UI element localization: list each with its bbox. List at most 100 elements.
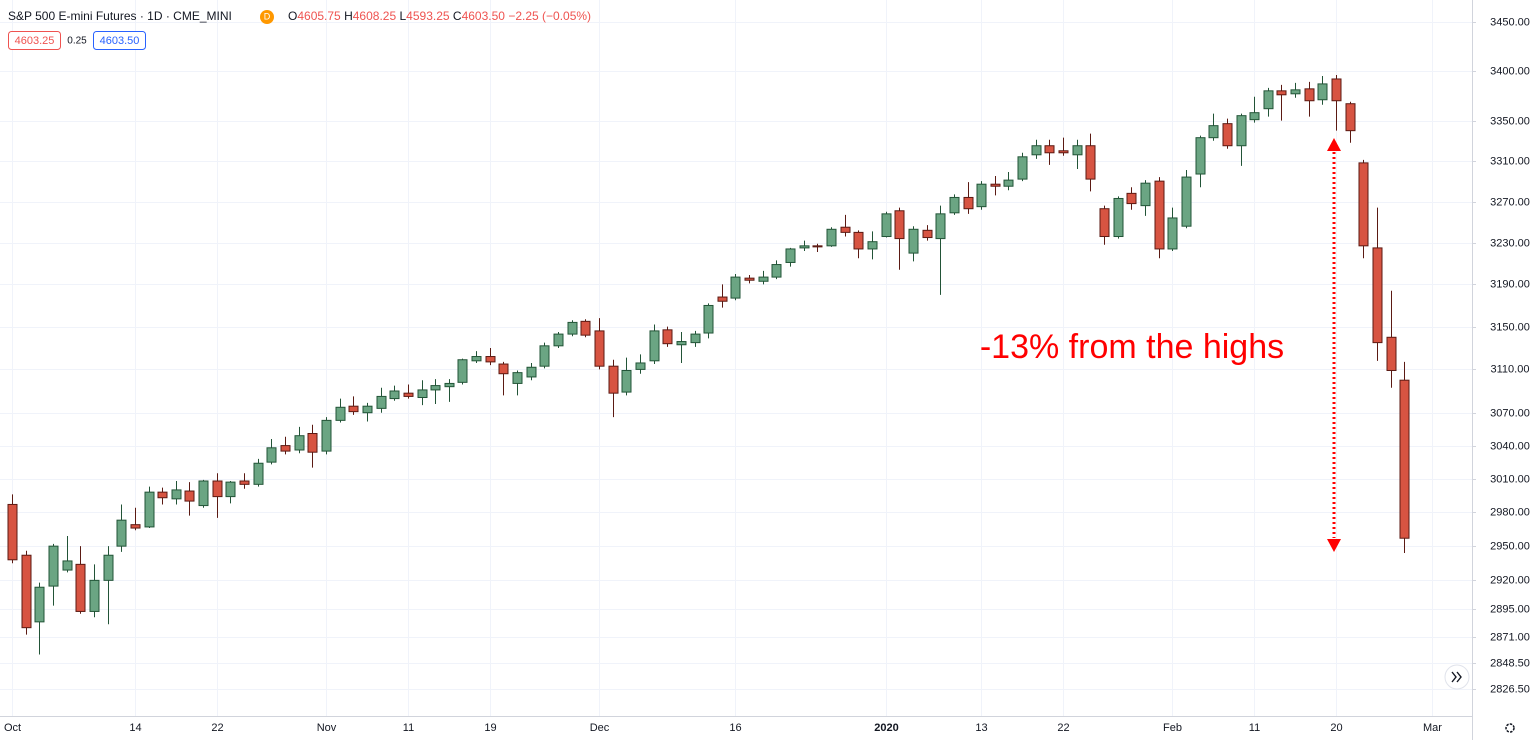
scroll-button[interactable] xyxy=(1444,664,1470,690)
candle-body xyxy=(649,330,660,362)
candles xyxy=(7,75,1410,655)
y-tick-label: 3110.00 xyxy=(1491,363,1530,375)
candle-body xyxy=(922,229,933,239)
y-tick-label: 3010.00 xyxy=(1490,473,1530,485)
y-tick-label: 2950.00 xyxy=(1490,540,1530,552)
x-tick-label: 2020 xyxy=(874,722,898,734)
candle-body xyxy=(771,264,782,278)
candle-body xyxy=(321,419,332,452)
candle-body xyxy=(198,480,209,507)
x-tick-label: 20 xyxy=(1330,722,1342,734)
market-badge-text: D xyxy=(264,11,271,21)
y-tick-label: 2895.00 xyxy=(1490,603,1530,615)
candle-body xyxy=(376,395,387,409)
candle-body xyxy=(1208,125,1219,139)
candle-body xyxy=(7,503,18,561)
market-badge xyxy=(260,10,274,24)
candle-body xyxy=(1126,192,1137,205)
candle-body xyxy=(867,241,878,250)
candle-body xyxy=(212,480,223,498)
candle-body xyxy=(785,248,796,263)
candle-body xyxy=(89,579,100,612)
y-tick-label: 3230.00 xyxy=(1490,237,1530,249)
candle-body xyxy=(1099,208,1110,238)
candle-body xyxy=(348,405,359,413)
candle-body xyxy=(471,356,482,362)
x-tick-label: 13 xyxy=(975,722,987,734)
candle-body xyxy=(21,554,32,629)
ask-price: 4603.50 xyxy=(100,35,140,47)
candle-body xyxy=(1195,137,1206,175)
scroll-icon xyxy=(1451,671,1462,683)
candle-body xyxy=(430,385,441,391)
candle-body xyxy=(703,304,714,334)
y-tick-label: 2920.00 xyxy=(1490,574,1530,586)
y-tick-label: 3040.00 xyxy=(1490,440,1530,452)
candle-body xyxy=(103,554,114,581)
candle-body xyxy=(935,213,946,240)
candle-body xyxy=(594,330,605,367)
x-tick-label: Dec xyxy=(590,722,610,734)
ohlc-change: −2.25 (−0.05%) xyxy=(508,9,591,23)
y-tick-label: 3270.00 xyxy=(1490,196,1530,208)
candle-body xyxy=(171,489,182,500)
y-tick-label: 3190.00 xyxy=(1490,278,1530,290)
candle-body xyxy=(812,245,823,248)
candle-body xyxy=(976,183,987,208)
candle-body xyxy=(1263,90,1274,110)
candle-body xyxy=(1290,89,1301,95)
y-tick-label: 3350.00 xyxy=(1490,115,1530,127)
candle-body xyxy=(717,296,728,302)
candle-body xyxy=(280,445,291,452)
candle-body xyxy=(580,320,591,336)
bid-box[interactable] xyxy=(8,31,61,50)
x-tick-label: 22 xyxy=(211,722,223,734)
y-tick-label: 3450.00 xyxy=(1490,16,1530,28)
candle-body xyxy=(457,359,468,383)
x-tick-label: Feb xyxy=(1163,722,1182,734)
candle-body xyxy=(1085,145,1096,180)
candle-body xyxy=(1222,123,1233,147)
arrow-head-up xyxy=(1327,138,1341,151)
y-tick-label: 2826.50 xyxy=(1490,683,1530,695)
ohlc-key: H xyxy=(344,9,353,23)
candle-body xyxy=(1031,145,1042,156)
candle-body xyxy=(485,356,496,363)
candle-body xyxy=(662,329,673,345)
candle-body xyxy=(225,481,236,498)
candle-body xyxy=(62,560,73,571)
candle-body xyxy=(758,276,769,282)
candle-body xyxy=(1181,176,1192,227)
candle-body xyxy=(1317,83,1328,101)
candle-body xyxy=(690,333,701,344)
candle-body xyxy=(1058,150,1069,154)
candle-body xyxy=(730,276,741,299)
candle-body xyxy=(826,228,837,247)
candle-body xyxy=(1358,162,1369,247)
ohlc-key: L xyxy=(399,9,406,23)
candle-body xyxy=(48,545,59,587)
symbol-title: S&P 500 E-mini Futures · 1D · CME_MINI xyxy=(8,9,232,23)
settings-button[interactable] xyxy=(1505,723,1515,733)
candle-body xyxy=(1345,103,1356,132)
candle-body xyxy=(1044,145,1055,154)
candle-body xyxy=(1331,78,1342,102)
candle-body xyxy=(676,341,687,346)
candle-body xyxy=(1154,180,1165,250)
candle-body xyxy=(539,345,550,367)
candle-body xyxy=(266,447,277,463)
candle-body xyxy=(294,435,305,451)
candle-body xyxy=(116,519,127,547)
x-tick-label: 11 xyxy=(403,722,414,734)
ask-box[interactable] xyxy=(93,31,146,50)
candle-body xyxy=(157,491,168,499)
arrow-head-down xyxy=(1327,539,1341,552)
candle-body xyxy=(335,406,346,421)
x-tick-label: 19 xyxy=(484,722,496,734)
candle-body xyxy=(949,196,960,214)
x-tick-label: 16 xyxy=(729,722,741,734)
y-tick-label: 2980.00 xyxy=(1490,506,1530,518)
y-tick-label: 3070.00 xyxy=(1490,407,1530,419)
candle-body xyxy=(1386,336,1397,371)
